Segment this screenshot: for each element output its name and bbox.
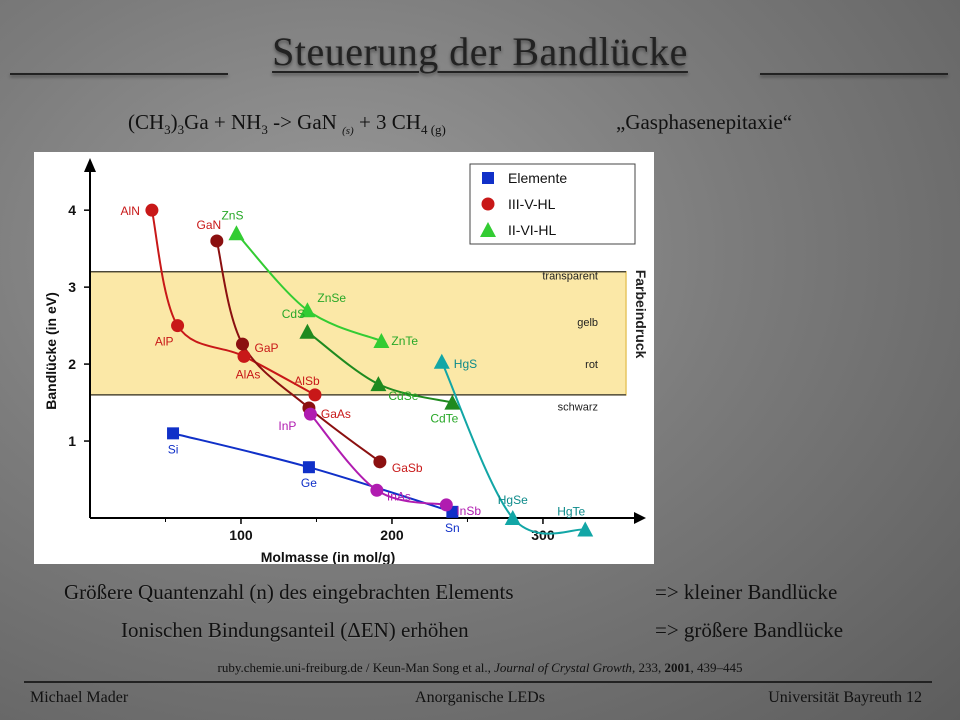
point-label-ZnSe: ZnSe — [317, 291, 346, 305]
statement-larger-gap: => größere Bandlücke — [655, 618, 844, 642]
statement-smaller-gap: => kleiner Bandlücke — [655, 580, 838, 604]
point-label-InAs: InAs — [387, 489, 411, 503]
series-line-Hg-row — [440, 361, 586, 535]
legend-box — [469, 163, 636, 245]
point-InAs — [370, 483, 384, 497]
title-underline-left — [10, 73, 228, 75]
point-label-HgTe: HgTe — [557, 505, 585, 519]
point-ZnS — [228, 225, 245, 241]
point-label-Ge: Ge — [301, 476, 317, 490]
reference: ruby.chemie.uni-freiburg.de / Keun-Man S… — [217, 660, 743, 675]
point-label-CdSe: CdSe — [388, 389, 418, 403]
point-InP — [303, 407, 317, 421]
y-tick-label-4: 4 — [68, 202, 76, 218]
x-tick-label-100: 100 — [229, 527, 253, 543]
series-line-Ga-row — [215, 240, 381, 463]
point-HgTe — [577, 521, 594, 537]
point-GaSb — [373, 455, 387, 469]
point-label-InP: InP — [278, 419, 296, 433]
point-HgSe — [504, 510, 521, 525]
y-axis-arrow — [84, 158, 96, 172]
point-label-CdTe: CdTe — [430, 412, 458, 426]
footer-author: Michael Mader — [30, 689, 129, 706]
legend-marker-III-V-HL — [481, 197, 495, 211]
statement-ionic-bond: Ionischen Bindungsanteil (ΔEN) erhöhen — [121, 618, 469, 642]
y-tick-label-2: 2 — [68, 356, 76, 372]
x-axis-arrow — [634, 512, 646, 524]
x-tick-label-200: 200 — [380, 527, 404, 543]
point-label-ZnTe: ZnTe — [391, 334, 418, 348]
legend-label-II-VI-HL: II-VI-HL — [508, 222, 556, 238]
footer-divider — [24, 681, 932, 683]
farbeindruck-label: Farbeindruck — [633, 270, 649, 359]
footer-institution: Universität Bayreuth 12 — [768, 689, 922, 706]
point-label-HgSe: HgSe — [498, 493, 528, 507]
point-label-AlAs: AlAs — [236, 367, 261, 381]
legend-label-Elemente: Elemente — [508, 170, 567, 186]
band-label-schwarz: schwarz — [558, 401, 598, 413]
point-CdS — [299, 323, 316, 339]
point-label-InSb: InSb — [456, 504, 481, 518]
legend-marker-II-VI-HL — [480, 222, 496, 237]
point-label-Si: Si — [168, 442, 179, 456]
band-label-rot: rot — [585, 359, 598, 371]
point-Ge — [302, 461, 315, 474]
point-label-Sn: Sn — [445, 521, 460, 535]
legend-label-III-V-HL: III-V-HL — [508, 196, 556, 212]
x-tick-label-300: 300 — [531, 527, 555, 543]
point-label-GaP: GaP — [254, 341, 278, 355]
footer-topic: Anorganische LEDs — [415, 689, 545, 706]
epitaxy-label: „Gasphasenepitaxie“ — [616, 110, 793, 134]
reaction-equation: (CH3)3Ga + NH3 -> GaN (s) + 3 CH4 (g) — [128, 110, 446, 138]
series-line-Al-row — [150, 209, 316, 396]
point-Si — [167, 427, 180, 440]
point-AlP — [171, 319, 185, 333]
statement-quantum-number: Größere Quantenzahl (n) des eingebrachte… — [64, 580, 514, 604]
point-label-GaAs: GaAs — [321, 407, 351, 421]
point-label-GaSb: GaSb — [392, 461, 423, 475]
point-GaN — [210, 234, 224, 248]
point-label-AlSb: AlSb — [294, 374, 320, 388]
point-label-HgS: HgS — [454, 357, 477, 371]
point-GaP — [235, 337, 249, 351]
point-label-GaN: GaN — [196, 218, 221, 232]
legend-marker-Elemente — [482, 172, 494, 184]
point-CdTe — [444, 394, 461, 410]
point-ZnTe — [373, 333, 390, 348]
point-label-AlP: AlP — [155, 335, 174, 349]
point-AlAs — [237, 349, 251, 363]
point-label-CdS: CdS — [282, 307, 305, 321]
band-label-gelb: gelb — [577, 317, 598, 329]
point-HgS — [433, 353, 450, 369]
slide-title: Steuerung der Bandlücke — [272, 29, 688, 74]
point-label-AlN: AlN — [121, 204, 140, 218]
x-axis-label: Molmasse (in mol/g) — [261, 549, 396, 564]
title-underline-right — [760, 73, 948, 75]
bandgap-chart-svg: transparent gelb rot schwarz Farbeindruck 100… — [43, 158, 649, 565]
y-tick-label-3: 3 — [68, 279, 76, 295]
point-label-ZnS: ZnS — [221, 208, 243, 222]
bandgap-chart: transparent gelb rot schwarz Farbeindruck 100… — [34, 152, 654, 565]
y-tick-label-1: 1 — [68, 433, 76, 449]
point-AlN — [145, 203, 159, 217]
point-AlSb — [308, 388, 322, 402]
y-axis-label: Bandlücke (in eV) — [43, 292, 59, 409]
point-InSb — [439, 498, 453, 512]
point-CdSe — [370, 376, 387, 392]
band-label-transparent: transparent — [542, 271, 598, 283]
point-ZnSe — [299, 302, 316, 318]
